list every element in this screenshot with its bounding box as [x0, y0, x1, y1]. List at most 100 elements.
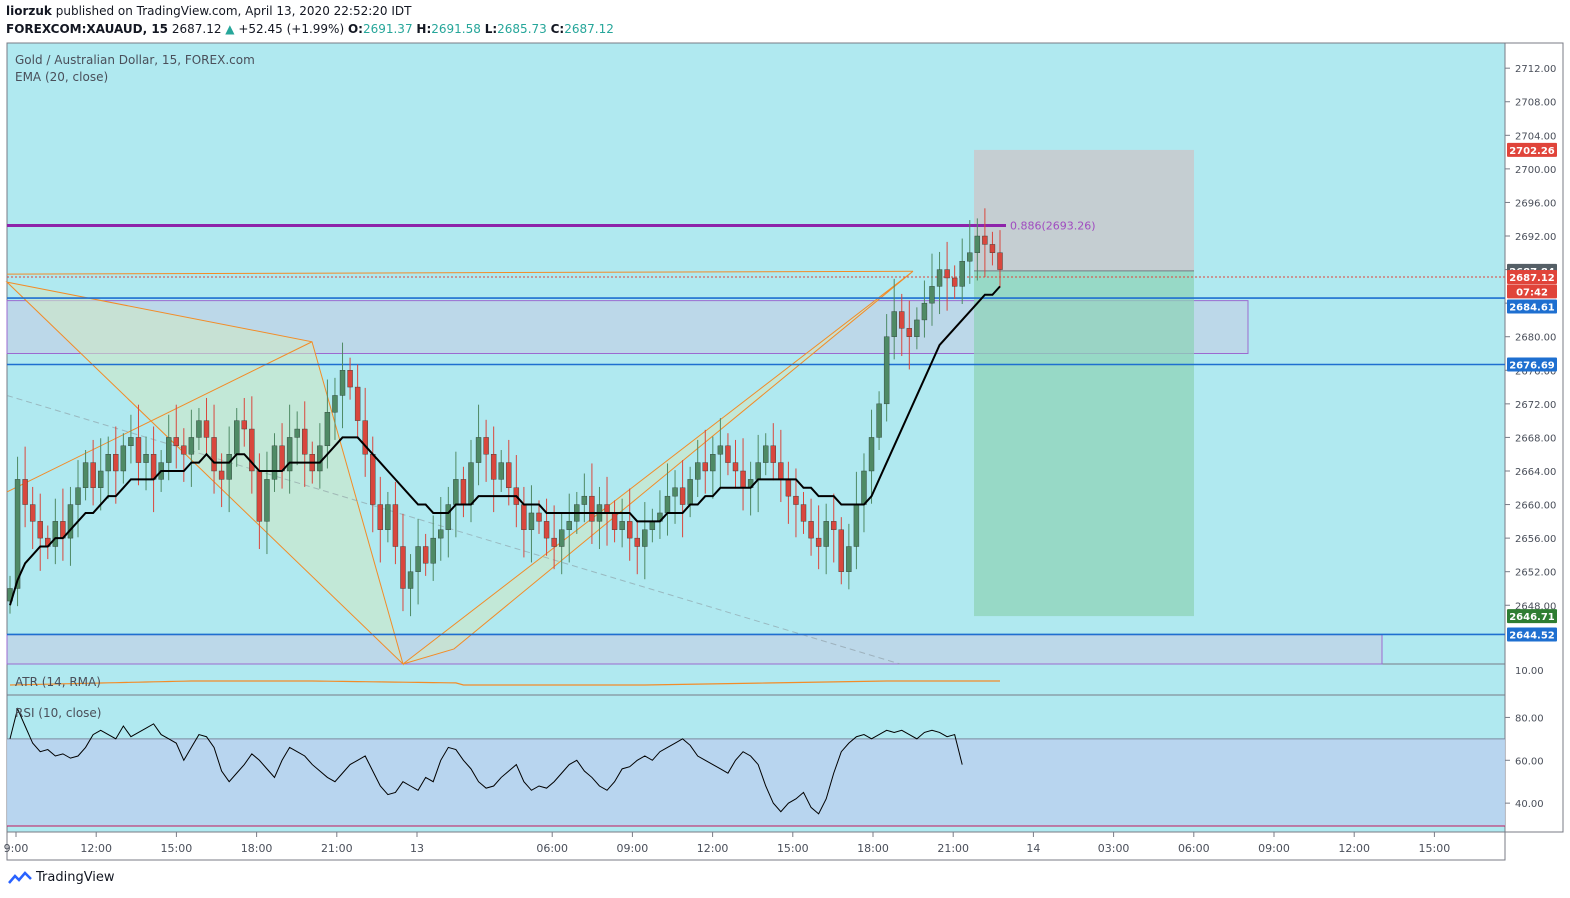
time-tick-label: 21:00 [937, 842, 969, 855]
price-label-badge [1507, 299, 1557, 314]
candle-body [611, 512, 618, 530]
price-label-text: 2702.26 [1509, 146, 1555, 157]
open-value: 2691.37 [362, 22, 413, 36]
candle-body [241, 420, 247, 430]
time-tick-label: 14 [1026, 842, 1040, 855]
candle-body [97, 470, 104, 488]
time-tick-label: 15:00 [161, 842, 193, 855]
candle-body [29, 504, 36, 522]
candle-body [339, 370, 346, 396]
candle-body [838, 529, 844, 572]
published-text: published on TradingView.com, April 13, … [55, 4, 412, 18]
candle-body [113, 454, 119, 472]
position-target-area[interactable] [974, 270, 1194, 617]
candle-body [997, 252, 1003, 270]
harmonic-bcd-triangle [402, 270, 914, 665]
price-tick-label: 2668.00 [1515, 433, 1556, 444]
candle-body [256, 470, 263, 522]
supply-zone [6, 634, 1383, 665]
candle-body [438, 529, 444, 539]
trend-dashed-line [6, 394, 901, 665]
open-label: O: [347, 22, 363, 36]
price-change: +52.45 (+1.99%) [238, 22, 345, 36]
candle-body [37, 521, 43, 539]
candle-body [302, 428, 308, 455]
position-stop-area[interactable] [974, 149, 1194, 271]
time-tick-label: 12:00 [1338, 842, 1370, 855]
candle-body [249, 428, 255, 472]
low-value: 2685.73 [497, 22, 547, 36]
candle-body [755, 462, 761, 480]
symbol-info: FOREXCOM:XAUAUD, 15 2687.12 ▲ +52.45 (+1… [6, 22, 614, 36]
time-tick-label: 12:00 [80, 842, 112, 855]
close-label: C: [550, 22, 565, 36]
price-label-text: 2687.12 [1509, 273, 1555, 284]
candle-body [211, 437, 217, 472]
time-tick-label: 09:00 [1258, 842, 1290, 855]
legend-ema: EMA (20, close) [15, 70, 108, 84]
candle-body [377, 504, 384, 530]
low-label: L: [484, 22, 498, 36]
candle-body [528, 512, 535, 530]
time-tick-label: 06:00 [536, 842, 568, 855]
candle-body [982, 235, 988, 245]
candle-body [362, 420, 368, 455]
price-label-text: 2676.69 [1509, 360, 1555, 371]
candle-body [324, 412, 331, 447]
tradingview-logo-icon [8, 870, 32, 884]
candle-body [105, 454, 111, 472]
price-tick-label: 2672.00 [1515, 400, 1556, 411]
candle-body [75, 487, 81, 505]
candle-body [558, 529, 565, 547]
candle-body [120, 445, 127, 472]
candle-body [264, 479, 270, 522]
rsi-band [7, 738, 1505, 826]
candle-body [468, 462, 474, 505]
candle-body [490, 454, 497, 480]
candle-body [82, 462, 89, 488]
candle-body [90, 462, 96, 488]
candle-body [483, 437, 489, 455]
time-axis[interactable] [6, 831, 1506, 861]
candle-body [906, 328, 913, 337]
candle-body [271, 445, 278, 480]
price-axis[interactable] [1504, 42, 1564, 833]
rsi-line [9, 707, 963, 815]
candle-body [944, 269, 950, 279]
candle-body [808, 521, 814, 539]
price-tick-label: 2696.00 [1515, 198, 1556, 209]
candle-body [702, 462, 708, 472]
author-name[interactable]: liorzuk [6, 4, 52, 18]
fib-label: 0.886(2693.26) [1010, 219, 1096, 232]
candle-body [566, 521, 572, 530]
legend-title: Gold / Australian Dollar, 15, FOREX.com [15, 53, 255, 67]
candle-body [770, 445, 776, 463]
candle-body [551, 537, 557, 547]
candle-body [400, 546, 406, 589]
candle-body [430, 537, 436, 564]
candle-body [294, 428, 300, 438]
time-tick-label: 13 [410, 842, 424, 855]
symbol-name[interactable]: FOREXCOM:XAUAUD, 15 [6, 22, 169, 36]
time-tick-label: 15:00 [777, 842, 809, 855]
candle-body [286, 437, 293, 472]
candle-body [914, 319, 920, 337]
candle-body [589, 495, 595, 522]
price-label-text: 07:42 [1516, 287, 1548, 298]
price-tick-label: 2700.00 [1515, 165, 1556, 176]
rsi-tick-label: 60.00 [1515, 756, 1544, 767]
price-tick-label: 2660.00 [1515, 501, 1556, 512]
atr-pane[interactable] [6, 663, 1506, 696]
footer-brand[interactable]: TradingView [36, 870, 115, 885]
candle-body [370, 454, 376, 505]
footer: TradingView [8, 870, 115, 885]
price-label-badge [1507, 627, 1557, 642]
candle-body [846, 546, 852, 572]
candle-body [861, 470, 867, 505]
candle-body [226, 454, 232, 480]
candle-body [173, 437, 179, 447]
price-label-text: 2644.52 [1509, 630, 1555, 641]
time-tick-label: 21:00 [321, 842, 353, 855]
candle-body [143, 454, 149, 463]
